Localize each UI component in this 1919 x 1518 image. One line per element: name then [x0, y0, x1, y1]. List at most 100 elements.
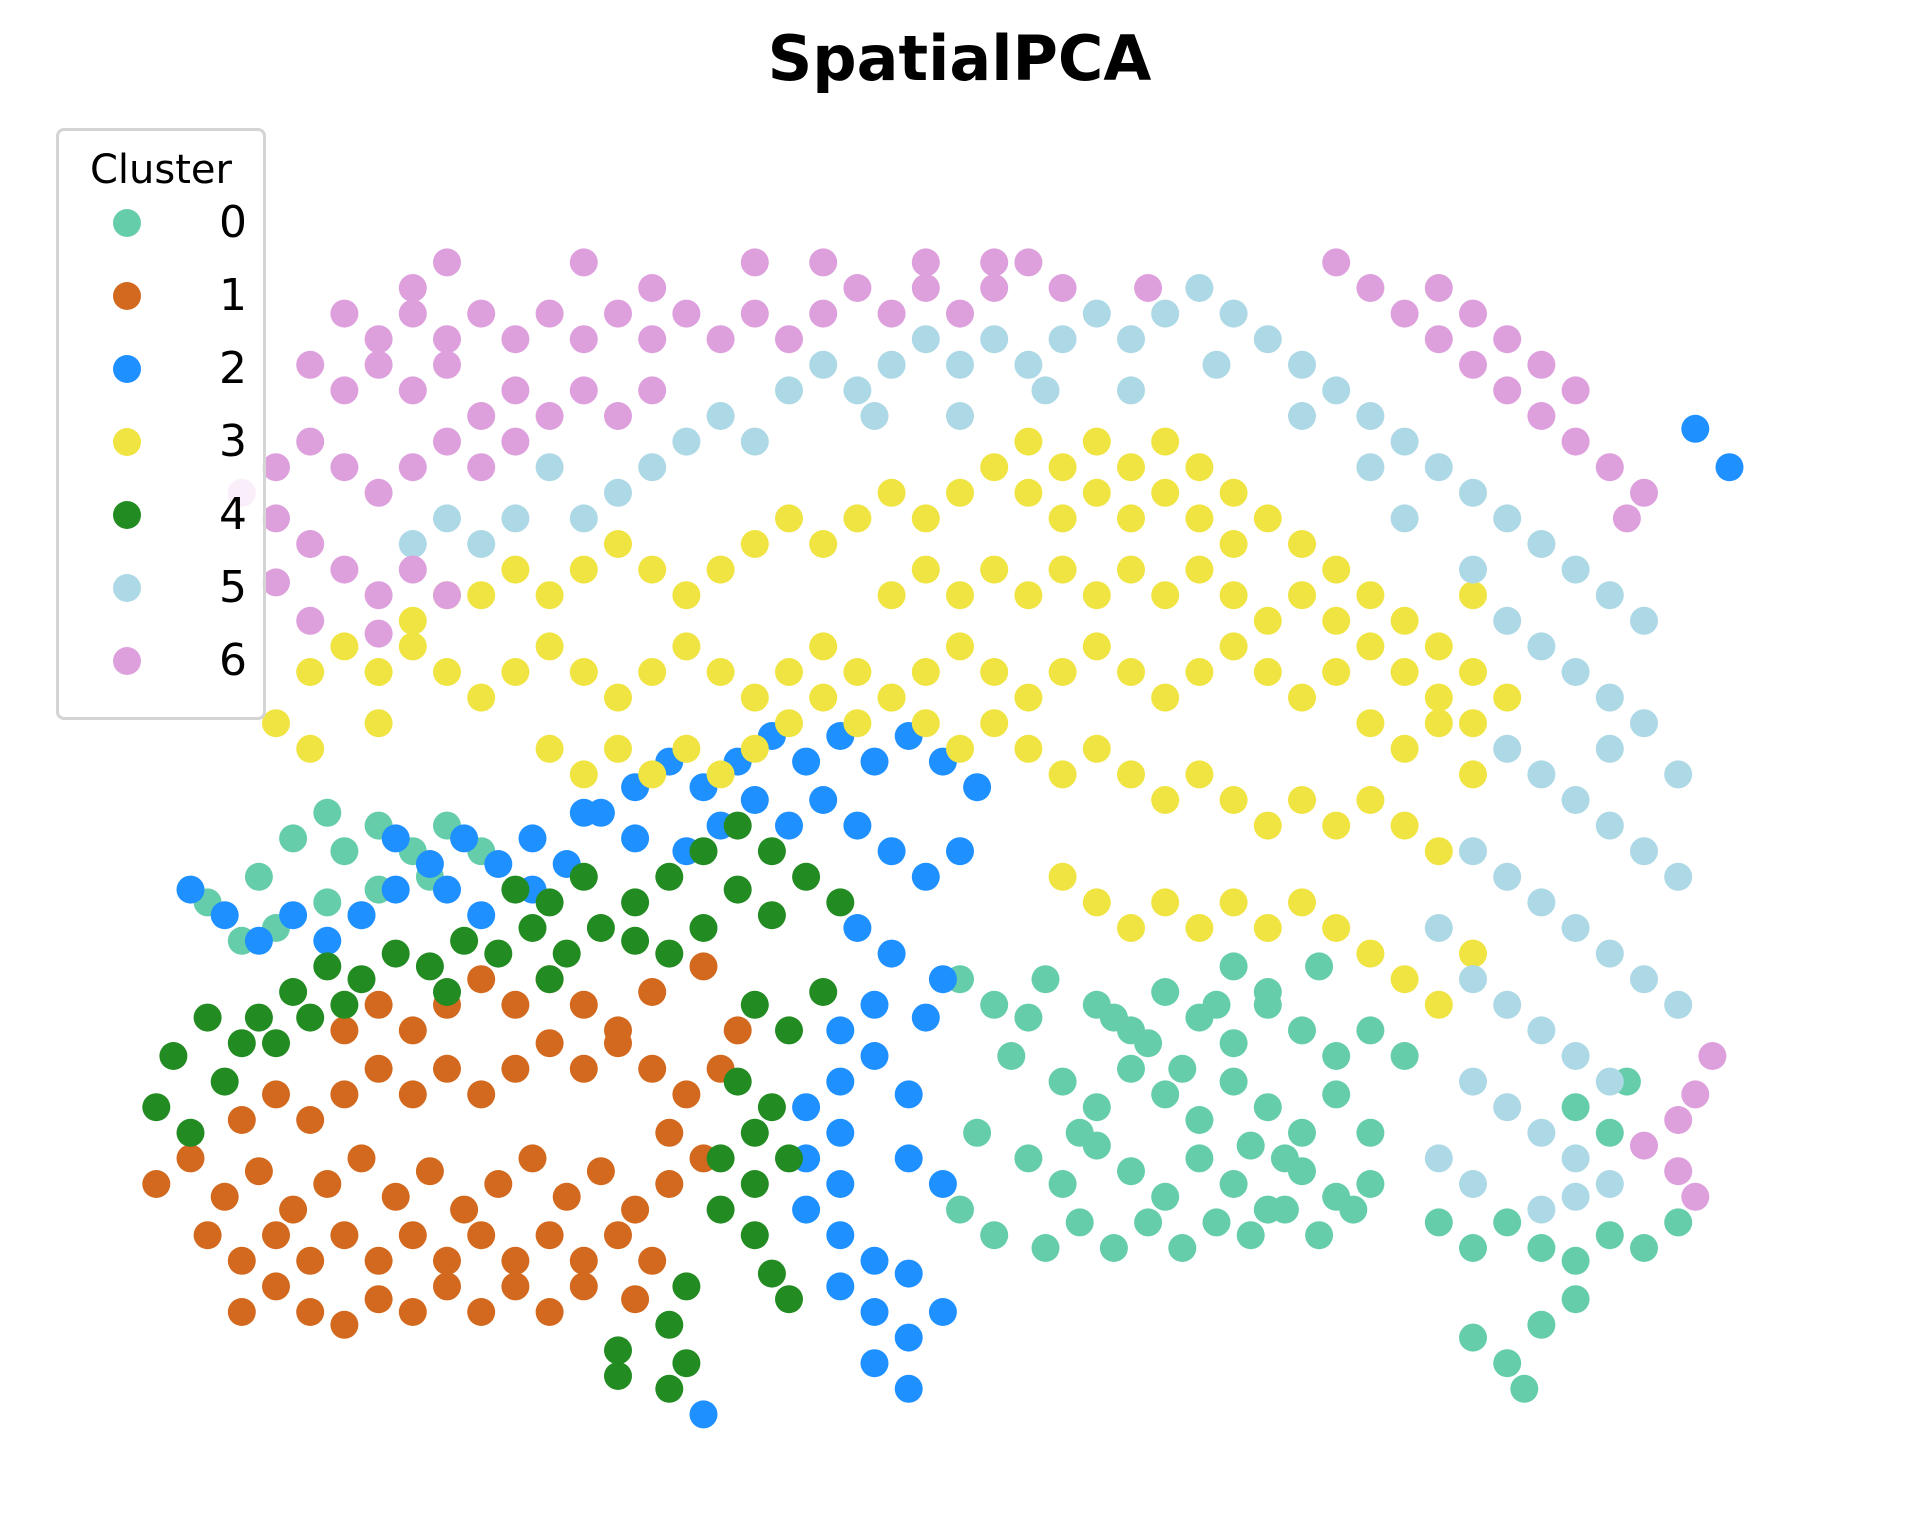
point-cluster-4-13: [552, 939, 581, 968]
point-cluster-0-31: [1117, 1054, 1145, 1083]
point-cluster-5-26: [1527, 632, 1556, 661]
point-cluster-0-51: [946, 1195, 974, 1224]
point-cluster-0-4: [330, 837, 359, 866]
point-cluster-3-77: [1185, 760, 1214, 789]
point-cluster-3-126: [1424, 709, 1453, 738]
point-cluster-5-39: [1561, 914, 1590, 942]
point-cluster-6-75: [1561, 376, 1590, 405]
point-cluster-2-20: [860, 747, 889, 776]
point-cluster-5-25: [1630, 606, 1658, 635]
point-cluster-6-62: [1390, 299, 1419, 328]
point-cluster-6-71: [1424, 274, 1453, 302]
point-cluster-1-63: [535, 1298, 564, 1326]
point-cluster-3-85: [1048, 862, 1077, 891]
point-cluster-4-29: [296, 1003, 325, 1032]
point-cluster-6-9: [638, 325, 667, 354]
point-cluster-5-77: [1459, 555, 1487, 584]
point-cluster-1-55: [262, 1272, 290, 1301]
point-cluster-3-72: [1014, 734, 1043, 763]
point-cluster-5-2: [843, 376, 872, 405]
point-cluster-4-9: [415, 952, 444, 981]
point-cluster-5-11: [1151, 299, 1180, 328]
point-cluster-5-18: [1390, 427, 1419, 456]
legend-item-3: 3: [59, 412, 263, 472]
point-cluster-4-5: [279, 978, 308, 1006]
point-cluster-3-86: [1082, 888, 1111, 917]
point-cluster-3-81: [1322, 811, 1351, 840]
point-cluster-6-69: [1630, 478, 1658, 507]
point-cluster-0-89: [1099, 1003, 1128, 1032]
point-cluster-6-54: [740, 248, 769, 277]
point-cluster-3-35: [638, 555, 667, 584]
point-cluster-0-1: [244, 862, 273, 891]
point-cluster-4-20: [792, 862, 821, 891]
point-cluster-4-17: [689, 837, 718, 866]
point-cluster-0-41: [1048, 1170, 1077, 1198]
point-cluster-6-55: [809, 248, 838, 277]
point-cluster-1-0: [142, 1170, 171, 1198]
point-cluster-3-111: [911, 555, 940, 584]
point-cluster-5-20: [1459, 478, 1487, 507]
point-cluster-3-2: [501, 658, 530, 686]
point-cluster-4-55: [621, 926, 650, 955]
point-cluster-0-50: [1356, 1170, 1385, 1198]
point-cluster-3-62: [672, 734, 701, 763]
point-cluster-0-69: [1630, 1234, 1658, 1262]
point-cluster-0-81: [1305, 952, 1334, 981]
point-cluster-5-79: [1664, 760, 1693, 789]
point-cluster-4-43: [757, 1259, 786, 1288]
point-cluster-4-54: [501, 875, 530, 904]
point-cluster-3-84: [1424, 837, 1453, 866]
point-cluster-1-34: [364, 1054, 393, 1083]
point-cluster-1-45: [364, 990, 393, 1019]
point-cluster-6-74: [1527, 350, 1556, 379]
legend: Cluster 0 1 2 3 4 5 6: [56, 128, 266, 720]
point-cluster-1-64: [569, 1272, 598, 1301]
point-cluster-2-4: [313, 926, 342, 955]
point-cluster-2-52: [894, 1259, 923, 1288]
point-cluster-0-26: [1356, 1016, 1385, 1045]
point-cluster-2-30: [740, 786, 769, 814]
point-cluster-5-37: [1493, 862, 1522, 891]
point-cluster-5-8: [1048, 325, 1077, 354]
point-cluster-1-37: [467, 1080, 496, 1109]
point-cluster-6-31: [638, 376, 667, 405]
point-cluster-5-14: [1253, 325, 1282, 354]
point-cluster-2-35: [860, 990, 889, 1019]
point-cluster-1-11: [518, 1144, 547, 1173]
point-cluster-3-80: [1288, 786, 1316, 814]
point-cluster-3-129: [1424, 632, 1453, 661]
point-cluster-2-65: [621, 824, 650, 853]
point-cluster-3-82: [1356, 786, 1385, 814]
point-cluster-6-23: [364, 350, 393, 379]
point-cluster-3-91: [1253, 914, 1282, 942]
point-cluster-2-18: [792, 747, 821, 776]
point-cluster-0-34: [1219, 1067, 1248, 1096]
point-cluster-3-133: [1117, 453, 1145, 482]
point-cluster-3-57: [1390, 606, 1419, 635]
point-cluster-6-81: [1681, 1182, 1710, 1211]
point-cluster-2-62: [467, 901, 496, 930]
point-cluster-2-42: [826, 1170, 855, 1198]
point-cluster-0-17: [1031, 965, 1060, 994]
point-cluster-5-33: [1595, 811, 1624, 840]
point-cluster-3-26: [1322, 658, 1351, 686]
point-cluster-6-48: [296, 606, 325, 635]
point-cluster-3-99: [1459, 658, 1487, 686]
point-cluster-3-113: [980, 555, 1009, 584]
point-cluster-4-41: [706, 1195, 735, 1224]
point-cluster-1-56: [296, 1298, 325, 1326]
point-cluster-5-68: [501, 504, 530, 533]
point-cluster-4-33: [740, 990, 769, 1019]
point-cluster-3-118: [1151, 581, 1180, 610]
point-cluster-1-43: [672, 1080, 701, 1109]
point-cluster-2-34: [877, 939, 906, 968]
point-cluster-0-57: [1168, 1234, 1197, 1262]
point-cluster-5-58: [604, 478, 632, 507]
point-cluster-1-14: [621, 1195, 650, 1224]
point-cluster-5-74: [1288, 402, 1316, 430]
point-cluster-4-7: [347, 965, 376, 994]
legend-swatch-2: [113, 355, 141, 383]
